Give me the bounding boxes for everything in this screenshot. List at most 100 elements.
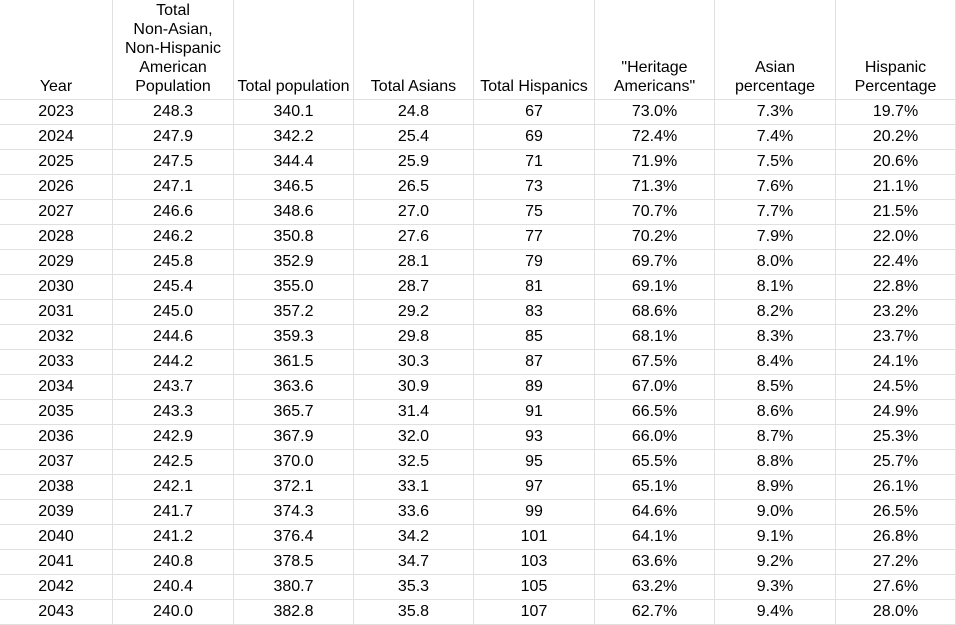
column-header[interactable]: Total Non-Asian, Non-Hispanic American P…: [113, 0, 234, 100]
cell[interactable]: 28.7: [354, 275, 474, 300]
cell[interactable]: 28.1: [354, 250, 474, 275]
cell[interactable]: 370.0: [234, 450, 354, 475]
cell[interactable]: 71.9%: [595, 150, 715, 175]
cell[interactable]: 77: [474, 225, 595, 250]
cell[interactable]: 30.9: [354, 375, 474, 400]
cell[interactable]: 346.5: [234, 175, 354, 200]
cell[interactable]: 8.2%: [715, 300, 836, 325]
cell[interactable]: 378.5: [234, 550, 354, 575]
cell[interactable]: 2043: [0, 600, 113, 625]
cell[interactable]: 34.7: [354, 550, 474, 575]
cell[interactable]: 22.0%: [836, 225, 956, 250]
cell[interactable]: 105: [474, 575, 595, 600]
cell[interactable]: 2026: [0, 175, 113, 200]
cell[interactable]: 2039: [0, 500, 113, 525]
cell[interactable]: 30.3: [354, 350, 474, 375]
cell[interactable]: 27.6%: [836, 575, 956, 600]
cell[interactable]: 7.5%: [715, 150, 836, 175]
column-header[interactable]: Year: [0, 0, 113, 100]
cell[interactable]: 24.1%: [836, 350, 956, 375]
cell[interactable]: 241.7: [113, 500, 234, 525]
cell[interactable]: 107: [474, 600, 595, 625]
cell[interactable]: 241.2: [113, 525, 234, 550]
cell[interactable]: 93: [474, 425, 595, 450]
cell[interactable]: 65.5%: [595, 450, 715, 475]
cell[interactable]: 2035: [0, 400, 113, 425]
cell[interactable]: 380.7: [234, 575, 354, 600]
cell[interactable]: 26.5: [354, 175, 474, 200]
cell[interactable]: 342.2: [234, 125, 354, 150]
cell[interactable]: 63.6%: [595, 550, 715, 575]
cell[interactable]: 242.1: [113, 475, 234, 500]
cell[interactable]: 2034: [0, 375, 113, 400]
cell[interactable]: 99: [474, 500, 595, 525]
cell[interactable]: 67.0%: [595, 375, 715, 400]
cell[interactable]: 89: [474, 375, 595, 400]
cell[interactable]: 29.2: [354, 300, 474, 325]
cell[interactable]: 8.8%: [715, 450, 836, 475]
cell[interactable]: 25.3%: [836, 425, 956, 450]
cell[interactable]: 7.9%: [715, 225, 836, 250]
cell[interactable]: 2025: [0, 150, 113, 175]
cell[interactable]: 67.5%: [595, 350, 715, 375]
cell[interactable]: 2031: [0, 300, 113, 325]
cell[interactable]: 372.1: [234, 475, 354, 500]
cell[interactable]: 68.1%: [595, 325, 715, 350]
cell[interactable]: 242.9: [113, 425, 234, 450]
cell[interactable]: 9.2%: [715, 550, 836, 575]
cell[interactable]: 2032: [0, 325, 113, 350]
cell[interactable]: 2036: [0, 425, 113, 450]
cell[interactable]: 103: [474, 550, 595, 575]
cell[interactable]: 352.9: [234, 250, 354, 275]
cell[interactable]: 31.4: [354, 400, 474, 425]
cell[interactable]: 27.6: [354, 225, 474, 250]
cell[interactable]: 85: [474, 325, 595, 350]
cell[interactable]: 28.0%: [836, 600, 956, 625]
cell[interactable]: 20.6%: [836, 150, 956, 175]
cell[interactable]: 361.5: [234, 350, 354, 375]
cell[interactable]: 7.6%: [715, 175, 836, 200]
column-header[interactable]: Asian percentage: [715, 0, 836, 100]
cell[interactable]: 8.6%: [715, 400, 836, 425]
cell[interactable]: 23.2%: [836, 300, 956, 325]
cell[interactable]: 344.4: [234, 150, 354, 175]
cell[interactable]: 26.8%: [836, 525, 956, 550]
cell[interactable]: 2029: [0, 250, 113, 275]
cell[interactable]: 2023: [0, 100, 113, 125]
cell[interactable]: 29.8: [354, 325, 474, 350]
cell[interactable]: 365.7: [234, 400, 354, 425]
cell[interactable]: 68.6%: [595, 300, 715, 325]
cell[interactable]: 7.4%: [715, 125, 836, 150]
cell[interactable]: 8.1%: [715, 275, 836, 300]
cell[interactable]: 243.3: [113, 400, 234, 425]
cell[interactable]: 246.2: [113, 225, 234, 250]
cell[interactable]: 21.1%: [836, 175, 956, 200]
cell[interactable]: 67: [474, 100, 595, 125]
cell[interactable]: 8.3%: [715, 325, 836, 350]
column-header[interactable]: "Heritage Americans": [595, 0, 715, 100]
cell[interactable]: 66.5%: [595, 400, 715, 425]
cell[interactable]: 247.5: [113, 150, 234, 175]
cell[interactable]: 70.7%: [595, 200, 715, 225]
cell[interactable]: 25.9: [354, 150, 474, 175]
cell[interactable]: 24.8: [354, 100, 474, 125]
cell[interactable]: 247.9: [113, 125, 234, 150]
cell[interactable]: 376.4: [234, 525, 354, 550]
cell[interactable]: 2042: [0, 575, 113, 600]
cell[interactable]: 350.8: [234, 225, 354, 250]
cell[interactable]: 33.1: [354, 475, 474, 500]
cell[interactable]: 71.3%: [595, 175, 715, 200]
cell[interactable]: 81: [474, 275, 595, 300]
cell[interactable]: 348.6: [234, 200, 354, 225]
cell[interactable]: 23.7%: [836, 325, 956, 350]
column-header[interactable]: Hispanic Percentage: [836, 0, 956, 100]
column-header[interactable]: Total population: [234, 0, 354, 100]
cell[interactable]: 25.7%: [836, 450, 956, 475]
cell[interactable]: 34.2: [354, 525, 474, 550]
cell[interactable]: 22.8%: [836, 275, 956, 300]
cell[interactable]: 245.8: [113, 250, 234, 275]
cell[interactable]: 9.1%: [715, 525, 836, 550]
cell[interactable]: 64.1%: [595, 525, 715, 550]
cell[interactable]: 35.8: [354, 600, 474, 625]
cell[interactable]: 244.2: [113, 350, 234, 375]
